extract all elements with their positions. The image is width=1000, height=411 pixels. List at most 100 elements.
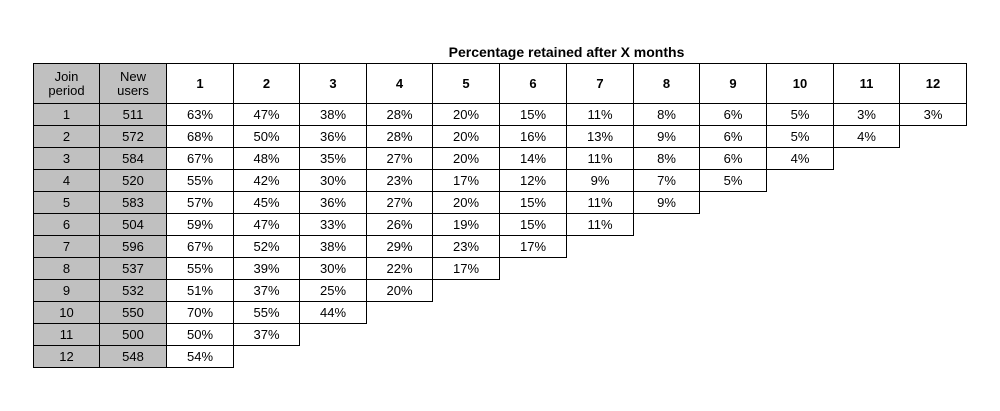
header-month-8: 8 — [633, 63, 700, 104]
row-new-users: 520 — [99, 169, 167, 192]
retention-cell: 55% — [166, 257, 234, 280]
row-join-period: 12 — [33, 345, 100, 368]
row-new-users: 537 — [99, 257, 167, 280]
retention-cell: 37% — [233, 279, 300, 302]
header-join-period: Join period — [33, 63, 100, 104]
header-month-4: 4 — [366, 63, 433, 104]
header-month-6: 6 — [499, 63, 567, 104]
retention-cell: 11% — [566, 191, 634, 214]
retention-cell: 13% — [566, 125, 634, 148]
retention-cell: 27% — [366, 191, 433, 214]
retention-cell: 3% — [833, 103, 900, 126]
retention-cell: 59% — [166, 213, 234, 236]
retention-cell: 20% — [366, 279, 433, 302]
retention-cell: 20% — [432, 125, 500, 148]
row-new-users: 548 — [99, 345, 167, 368]
row-join-period: 11 — [33, 323, 100, 346]
retention-cell: 45% — [233, 191, 300, 214]
retention-cell: 17% — [499, 235, 567, 258]
row-join-period: 2 — [33, 125, 100, 148]
retention-cell: 11% — [566, 147, 634, 170]
retention-cell: 27% — [366, 147, 433, 170]
row-new-users: 504 — [99, 213, 167, 236]
retention-cell: 8% — [633, 103, 700, 126]
retention-cell: 17% — [432, 257, 500, 280]
header-month-2: 2 — [233, 63, 300, 104]
row-new-users: 532 — [99, 279, 167, 302]
retention-cell: 55% — [166, 169, 234, 192]
retention-cell: 63% — [166, 103, 234, 126]
retention-cell: 26% — [366, 213, 433, 236]
retention-cell: 29% — [366, 235, 433, 258]
retention-cell: 20% — [432, 147, 500, 170]
row-join-period: 3 — [33, 147, 100, 170]
retention-cell: 57% — [166, 191, 234, 214]
header-new-users: New users — [99, 63, 167, 104]
retention-cell: 4% — [766, 147, 834, 170]
retention-cell: 14% — [499, 147, 567, 170]
retention-cell: 67% — [166, 235, 234, 258]
header-month-7: 7 — [566, 63, 634, 104]
retention-cell: 38% — [299, 103, 367, 126]
row-new-users: 550 — [99, 301, 167, 324]
retention-cell: 9% — [633, 125, 700, 148]
retention-cell: 50% — [166, 323, 234, 346]
retention-cell: 5% — [699, 169, 767, 192]
row-join-period: 10 — [33, 301, 100, 324]
row-join-period: 4 — [33, 169, 100, 192]
row-new-users: 500 — [99, 323, 167, 346]
row-join-period: 1 — [33, 103, 100, 126]
retention-cell: 33% — [299, 213, 367, 236]
retention-cell: 12% — [499, 169, 567, 192]
retention-cell: 36% — [299, 125, 367, 148]
retention-cell: 68% — [166, 125, 234, 148]
row-join-period: 5 — [33, 191, 100, 214]
header-month-11: 11 — [833, 63, 900, 104]
retention-cell: 23% — [432, 235, 500, 258]
retention-cell: 15% — [499, 213, 567, 236]
row-new-users: 511 — [99, 103, 167, 126]
retention-cell: 5% — [766, 103, 834, 126]
retention-cell: 9% — [633, 191, 700, 214]
row-join-period: 9 — [33, 279, 100, 302]
retention-cell: 4% — [833, 125, 900, 148]
retention-cell: 22% — [366, 257, 433, 280]
retention-cell: 23% — [366, 169, 433, 192]
retention-cell: 37% — [233, 323, 300, 346]
retention-cell: 6% — [699, 147, 767, 170]
retention-cell: 11% — [566, 213, 634, 236]
retention-cell: 6% — [699, 103, 767, 126]
row-join-period: 7 — [33, 235, 100, 258]
retention-cell: 52% — [233, 235, 300, 258]
retention-cell: 3% — [899, 103, 967, 126]
header-month-3: 3 — [299, 63, 367, 104]
row-join-period: 6 — [33, 213, 100, 236]
table-title: Percentage retained after X months — [448, 44, 685, 60]
retention-cell: 48% — [233, 147, 300, 170]
retention-cell: 30% — [299, 257, 367, 280]
retention-cell: 30% — [299, 169, 367, 192]
retention-cell: 19% — [432, 213, 500, 236]
retention-cell: 15% — [499, 191, 567, 214]
retention-cell: 5% — [766, 125, 834, 148]
retention-cell: 16% — [499, 125, 567, 148]
row-new-users: 583 — [99, 191, 167, 214]
header-month-9: 9 — [699, 63, 767, 104]
retention-cell: 28% — [366, 125, 433, 148]
retention-cell: 47% — [233, 103, 300, 126]
retention-cell: 44% — [299, 301, 367, 324]
retention-cell: 15% — [499, 103, 567, 126]
retention-cell: 70% — [166, 301, 234, 324]
row-new-users: 584 — [99, 147, 167, 170]
retention-cell: 25% — [299, 279, 367, 302]
retention-cell: 7% — [633, 169, 700, 192]
retention-cell: 39% — [233, 257, 300, 280]
retention-cell: 50% — [233, 125, 300, 148]
retention-cell: 54% — [166, 345, 234, 368]
retention-cell: 8% — [633, 147, 700, 170]
row-new-users: 572 — [99, 125, 167, 148]
header-month-1: 1 — [166, 63, 234, 104]
retention-cell: 42% — [233, 169, 300, 192]
header-month-12: 12 — [899, 63, 967, 104]
